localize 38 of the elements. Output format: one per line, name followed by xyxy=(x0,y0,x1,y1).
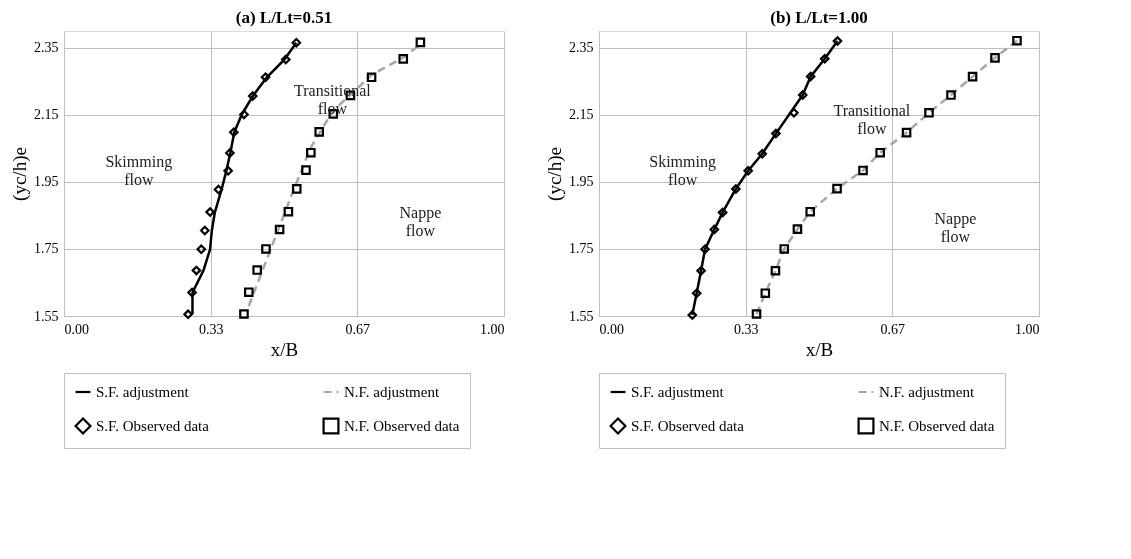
annotation: Transitional flow xyxy=(294,81,372,117)
x-axis-title: x/B xyxy=(805,338,834,360)
y-tick-label: 1.55 xyxy=(569,308,594,324)
y-tick-label: 2.35 xyxy=(34,40,59,56)
y-tick-label: 1.75 xyxy=(569,241,594,257)
x-tick-label: 1.00 xyxy=(1015,321,1040,337)
y-tick-label: 2.15 xyxy=(569,107,594,123)
legend-label: S.F. adjustment xyxy=(631,384,725,400)
x-tick-label: 1.00 xyxy=(480,321,505,337)
chart-title: (b) L/Lt=1.00 xyxy=(770,8,868,27)
legend-label: N.F. Observed data xyxy=(879,418,995,434)
x-tick-label: 0.67 xyxy=(345,321,371,337)
y-tick-label: 1.95 xyxy=(34,174,59,190)
annotation: Nappe flow xyxy=(934,210,977,246)
legend-label: N.F. adjustment xyxy=(879,384,975,400)
y-tick-label: 2.15 xyxy=(34,107,59,123)
x-tick-label: 0.67 xyxy=(880,321,906,337)
x-tick-label: 0.00 xyxy=(64,321,89,337)
chart-title: (a) L/Lt=0.51 xyxy=(235,8,333,27)
legend-label: S.F. Observed data xyxy=(631,418,745,434)
y-tick-label: 1.95 xyxy=(569,174,594,190)
annotation: Skimming flow xyxy=(649,153,716,189)
y-tick-label: 1.75 xyxy=(34,241,59,257)
annotation: Skimming flow xyxy=(105,153,173,189)
y-axis-title: (yc/h)e xyxy=(9,147,31,201)
legend-label: N.F. Observed data xyxy=(344,418,460,434)
legend-label: S.F. adjustment xyxy=(96,384,190,400)
y-axis-title: (yc/h)e xyxy=(544,147,566,201)
annotation: Nappe flow xyxy=(399,204,442,240)
x-tick-label: 0.00 xyxy=(599,321,624,337)
y-tick-label: 2.35 xyxy=(569,40,594,56)
y-tick-label: 1.55 xyxy=(34,308,59,324)
x-tick-label: 0.33 xyxy=(733,321,759,337)
x-tick-label: 0.33 xyxy=(198,321,224,337)
legend-label: S.F. Observed data xyxy=(96,418,210,434)
legend-label: N.F. adjustment xyxy=(344,384,440,400)
annotation: Transitional flow xyxy=(833,101,911,137)
x-axis-title: x/B xyxy=(270,338,299,360)
